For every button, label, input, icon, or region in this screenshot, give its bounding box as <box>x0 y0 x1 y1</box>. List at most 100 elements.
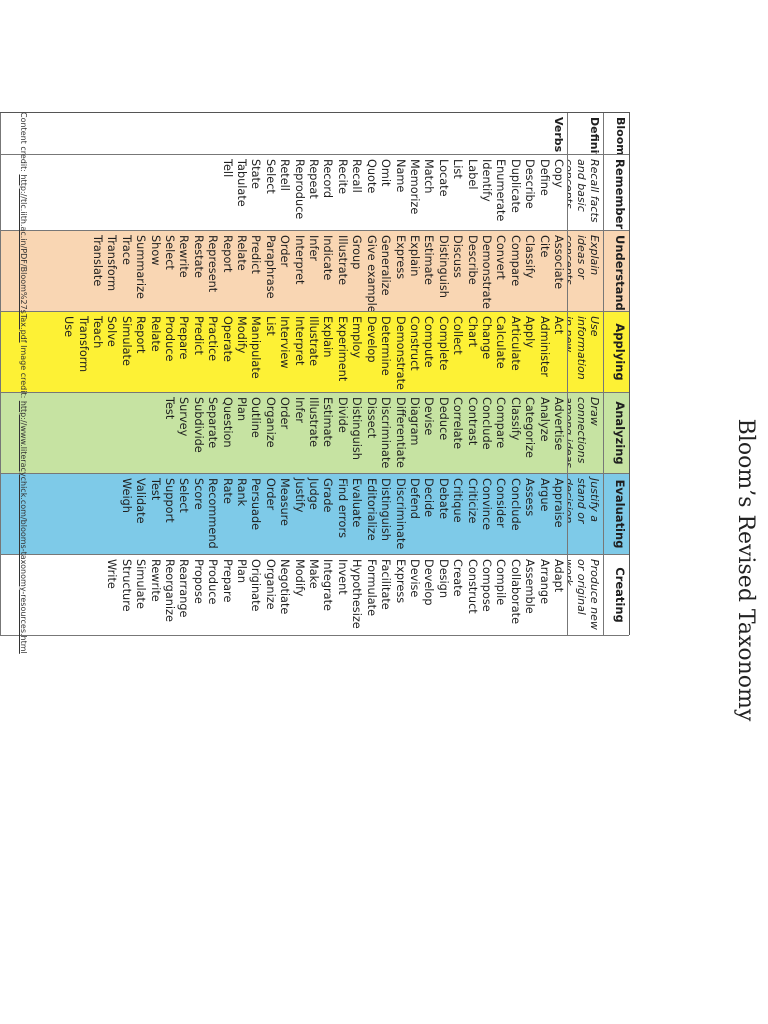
content-credit-link[interactable]: http://tlc.iith.ac.in/PDF/Bloom%27sTax.p… <box>19 174 28 343</box>
verb-item: Explain <box>321 316 335 358</box>
verb-item: List <box>451 159 465 179</box>
verb-item: Facilitate <box>379 559 393 610</box>
verb-item: Report <box>134 316 148 354</box>
verb-item: Devise <box>422 397 436 436</box>
verb-item: Select <box>263 159 277 194</box>
verb-item: Divide <box>335 397 349 433</box>
verb-item: Act <box>552 316 565 335</box>
verb-item: Practice <box>206 316 220 362</box>
verb-item: Interview <box>278 316 292 369</box>
verb-item: Restate <box>191 235 205 278</box>
verbs-understanding: Associate Cite Classify Compare Convert Demon… <box>0 231 567 312</box>
verb-item: Categorize <box>523 397 537 458</box>
verb-item: Articulate <box>508 316 522 371</box>
verb-item: Simulate <box>119 316 133 366</box>
verb-item: Discriminate <box>393 478 407 550</box>
verb-item: Compute <box>422 316 436 368</box>
verb-item: Convert <box>494 235 508 280</box>
verb-item: Estimate <box>321 397 335 447</box>
verb-item: Create <box>451 559 465 597</box>
verb-item: Infer <box>292 397 306 424</box>
verb-item: List <box>263 316 277 336</box>
verb-item: Indicate <box>321 235 335 281</box>
verb-item: Discuss <box>451 235 465 278</box>
verb-item: Collect <box>451 316 465 355</box>
verb-item: Test <box>163 397 177 420</box>
definition-evaluating: Justify a stand or decision <box>567 474 603 555</box>
verb-item: Administer <box>537 316 551 378</box>
verb-item: Name <box>393 159 407 193</box>
verb-item: Order <box>278 235 292 268</box>
verb-item: Calculate <box>494 316 508 369</box>
row-label-definition: Definition <box>567 113 603 155</box>
verb-item: Transform <box>76 316 90 373</box>
verb-item: Invent <box>335 559 349 595</box>
verb-item: Produce <box>206 559 220 605</box>
verb-item: Validate <box>134 478 148 524</box>
verb-item: Survey <box>177 397 191 437</box>
verb-item: Formulate <box>364 559 378 617</box>
verb-item: Adapt <box>552 559 565 593</box>
verb-item: Rate <box>220 478 234 504</box>
verb-item: Discriminate <box>379 397 393 469</box>
verb-item: Distinguish <box>350 397 364 460</box>
verb-item: Decide <box>422 478 436 518</box>
verb-item: Select <box>177 478 191 513</box>
definition-applying: Use information in new situations <box>567 312 603 393</box>
verb-item: Debate <box>436 478 450 520</box>
verb-item: Compile <box>494 559 508 606</box>
verb-item: Paraphrase <box>263 235 277 299</box>
verb-item: Retell <box>278 159 292 191</box>
verb-item: Prepare <box>220 559 234 603</box>
verb-item: Structure <box>119 559 133 612</box>
verb-item: Repeat <box>307 159 321 199</box>
verb-item: Subdivide <box>191 397 205 453</box>
row-label-verbs: Verbs <box>0 113 567 155</box>
verb-item: Copy <box>552 159 565 188</box>
verb-item: Find errors <box>335 478 349 538</box>
verb-item: Solve <box>105 316 119 347</box>
verb-item: Match <box>422 159 436 194</box>
verb-item: Transform <box>105 235 119 292</box>
verb-item: Justify <box>292 478 306 513</box>
verb-item: Report <box>220 235 234 273</box>
verb-item: Translate <box>91 235 104 287</box>
verb-item: Experiment <box>335 316 349 382</box>
verb-item: Chart <box>465 316 479 348</box>
verb-item: Assemble <box>523 559 537 614</box>
verb-item: Editorialize <box>364 478 378 541</box>
verb-item: Distinguish <box>379 478 393 541</box>
verb-item: State <box>249 159 263 189</box>
verb-item: Order <box>263 478 277 511</box>
image-credit-label: Image credit: <box>19 345 28 399</box>
verb-item: Construct <box>407 316 421 371</box>
verb-item: Simulate <box>134 559 148 609</box>
verb-item: Distinguish <box>436 235 450 298</box>
verb-item: Write <box>105 559 119 589</box>
verb-item: Criticize <box>465 478 479 524</box>
header-understanding: Understanding <box>603 231 629 312</box>
verb-item: Make <box>307 559 321 589</box>
verb-item: Duplicate <box>508 159 522 213</box>
verb-item: Quote <box>364 159 378 194</box>
verb-item: Modify <box>235 316 249 354</box>
verb-item: Grade <box>321 478 335 513</box>
verb-item: Originate <box>249 559 263 612</box>
verb-item: Group <box>350 235 364 270</box>
definition-understanding: Explain ideas or concepts <box>567 231 603 312</box>
verb-item: Record <box>321 159 335 199</box>
verb-item: Correlate <box>451 397 465 450</box>
row-label-header: Bloom’s <box>603 113 629 155</box>
verb-item: Advertise <box>552 397 565 451</box>
verb-item: Propose <box>191 559 205 604</box>
verb-item: Illustrate <box>307 316 321 367</box>
header-analyzing: Analyzing <box>603 393 629 474</box>
verb-item: Modify <box>292 559 306 597</box>
verb-item: Determine <box>379 316 393 376</box>
verb-item: Cite <box>537 235 551 258</box>
image-credit-link[interactable]: http://www.literacychick.com/blooms-taxo… <box>19 400 28 654</box>
verb-item: Summarize <box>134 235 148 299</box>
verb-item: Outline <box>249 397 263 438</box>
verb-item: Judge <box>307 478 321 510</box>
verb-item: Rank <box>235 478 249 507</box>
